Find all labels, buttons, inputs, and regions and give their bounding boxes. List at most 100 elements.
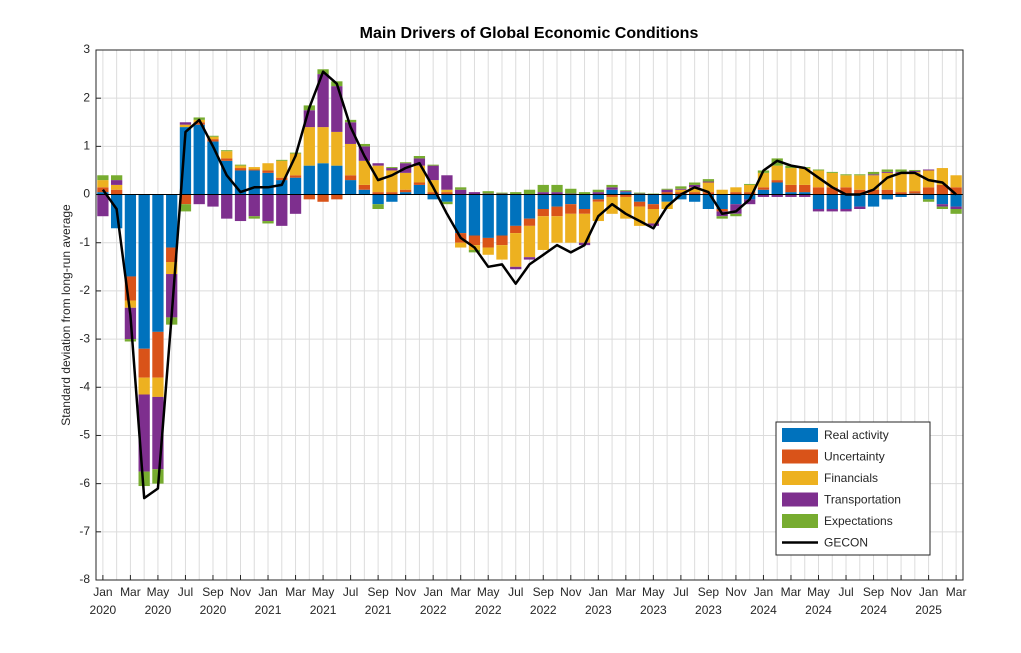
bar xyxy=(262,163,274,171)
bar xyxy=(757,194,770,197)
bar xyxy=(840,194,852,209)
x-tick-year: 2022 xyxy=(530,603,557,617)
bar xyxy=(689,192,701,195)
bar xyxy=(592,201,604,222)
y-tick-label: 1 xyxy=(83,139,90,153)
x-tick-label: Jan xyxy=(919,585,938,599)
bar xyxy=(812,194,825,209)
bar xyxy=(138,377,150,395)
line xyxy=(101,70,957,500)
x-tick-label: Sep xyxy=(367,585,389,599)
bar xyxy=(909,191,921,194)
bar xyxy=(661,194,673,202)
bar xyxy=(496,245,508,260)
bar xyxy=(413,156,426,159)
bar xyxy=(620,194,632,197)
bar xyxy=(496,194,508,236)
bar xyxy=(537,209,549,217)
y-tick-label: -2 xyxy=(79,283,90,297)
bar xyxy=(441,189,453,193)
bar xyxy=(441,192,453,195)
bar xyxy=(111,180,123,185)
bar xyxy=(331,86,343,132)
bar xyxy=(386,168,398,171)
bar xyxy=(482,237,494,248)
x-tick-label: Nov xyxy=(395,585,416,599)
bar xyxy=(138,194,150,349)
bar xyxy=(771,180,783,183)
bar xyxy=(730,187,742,193)
bar xyxy=(647,209,659,224)
bar xyxy=(344,143,357,176)
bar xyxy=(565,204,577,214)
bar xyxy=(867,194,880,207)
x-tick-year: 2024 xyxy=(750,603,777,617)
bar xyxy=(840,187,852,195)
bar xyxy=(950,209,962,214)
y-tick-label: -7 xyxy=(79,524,90,538)
bar xyxy=(207,194,219,207)
bar xyxy=(207,136,219,140)
bar xyxy=(730,213,742,217)
x-tick-year: 2022 xyxy=(475,603,502,617)
bar xyxy=(523,257,536,260)
bar xyxy=(193,122,205,125)
bar xyxy=(785,168,797,185)
bar xyxy=(138,348,150,378)
bar xyxy=(757,187,770,190)
bar xyxy=(633,201,646,207)
bar xyxy=(592,194,604,200)
bar xyxy=(854,174,866,176)
bar xyxy=(799,184,811,193)
bar xyxy=(812,187,825,195)
bar xyxy=(276,177,288,181)
bar xyxy=(248,170,260,195)
bar xyxy=(97,194,109,217)
x-tick-label: Mar xyxy=(285,585,306,599)
bar xyxy=(441,194,453,202)
bar xyxy=(152,194,164,332)
bar xyxy=(427,192,439,195)
bar xyxy=(592,199,604,202)
bar xyxy=(468,192,481,195)
y-tick-label: 0 xyxy=(83,187,90,201)
x-tick-label: May xyxy=(477,585,500,599)
bar xyxy=(689,187,701,193)
bar xyxy=(812,209,825,212)
bar xyxy=(523,218,536,226)
legend-label: Financials xyxy=(824,471,878,485)
bar xyxy=(317,163,329,195)
legend-swatch xyxy=(782,514,818,528)
bar xyxy=(427,194,439,200)
x-tick-year: 2020 xyxy=(145,603,172,617)
bar xyxy=(881,194,893,200)
bar xyxy=(248,169,260,171)
legend-label: Uncertainty xyxy=(824,450,885,464)
bar xyxy=(592,192,604,195)
legend-box xyxy=(775,421,931,556)
x-tick-label: Mar xyxy=(120,585,141,599)
bar xyxy=(565,188,577,194)
bar xyxy=(455,242,467,248)
bar xyxy=(771,165,783,181)
bar xyxy=(689,194,701,202)
bar xyxy=(510,225,522,234)
bar xyxy=(675,194,687,200)
bar xyxy=(510,266,522,270)
bar xyxy=(523,189,536,195)
bar xyxy=(166,247,178,262)
bar xyxy=(138,394,150,472)
bar xyxy=(221,150,233,152)
bar xyxy=(234,165,247,169)
legend-label: Expectations xyxy=(824,514,893,528)
bar xyxy=(496,235,508,246)
bar xyxy=(620,196,632,219)
x-tick-label: Jan xyxy=(754,585,773,599)
bar xyxy=(358,189,370,195)
bar xyxy=(936,204,948,207)
bar xyxy=(207,141,219,195)
bar xyxy=(826,172,838,188)
bar xyxy=(716,216,728,219)
bar xyxy=(633,192,646,194)
